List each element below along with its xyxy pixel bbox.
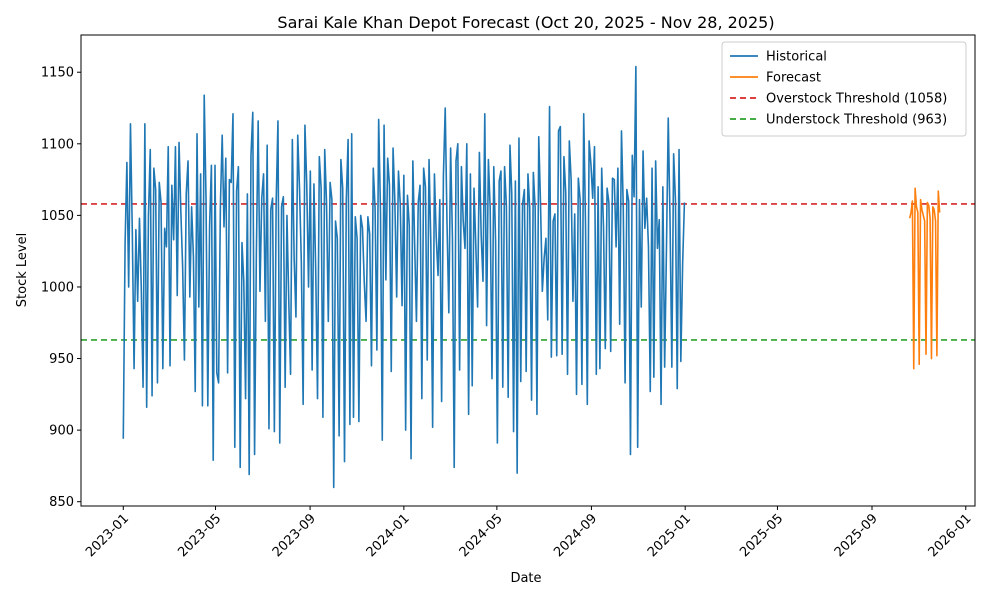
y-tick-label-4: 1050 [41,209,74,224]
x-tick-label-2: 2023-09 [270,511,319,560]
x-tick-label-7: 2025-05 [737,511,786,560]
y-tick-label-2: 950 [49,352,74,367]
x-axis-ticks: 2023-01 2023-05 2023-09 2024-01 2024-05 2024-… [83,506,975,560]
x-tick-label-5: 2024-09 [551,511,600,560]
x-tick-label-3: 2024-01 [364,511,413,560]
series-lines [122,65,941,489]
series-line-1 [908,187,941,370]
x-tick-label-4: 2024-05 [457,511,506,560]
plot-frame [80,34,976,507]
y-tick-label-3: 1000 [41,280,74,295]
x-tick-label-1: 2023-05 [175,511,224,560]
series-line-0 [122,65,686,489]
threshold-lines [81,203,975,341]
legend-box [721,41,967,137]
y-tick-label-6: 1150 [41,66,74,81]
x-tick-label-0: 2023-01 [83,511,132,560]
y-axis-title: Stock Level [15,233,30,307]
y-tick-label-0: 850 [49,495,74,510]
y-tick-label-1: 900 [49,424,74,439]
legend-label-2: Overstock Threshold (1058) [766,92,947,107]
x-tick-label-6: 2025-01 [645,511,694,560]
legend-label-3: Understock Threshold (963) [766,113,947,128]
legend: Historical Forecast Overstock Threshold (1… [721,41,967,137]
legend-label-0: Historical [766,50,827,65]
chart-title: Sarai Kale Khan Depot Forecast (Oct 20, … [277,13,774,32]
x-tick-label-9: 2026-01 [926,511,975,560]
y-axis-ticks: 850 900 950 1000 1050 1100 1150 [41,66,81,510]
y-tick-label-5: 1100 [41,137,74,152]
x-axis-title: Date [510,571,541,586]
x-tick-label-8: 2025-09 [832,511,881,560]
legend-label-1: Forecast [766,71,821,86]
